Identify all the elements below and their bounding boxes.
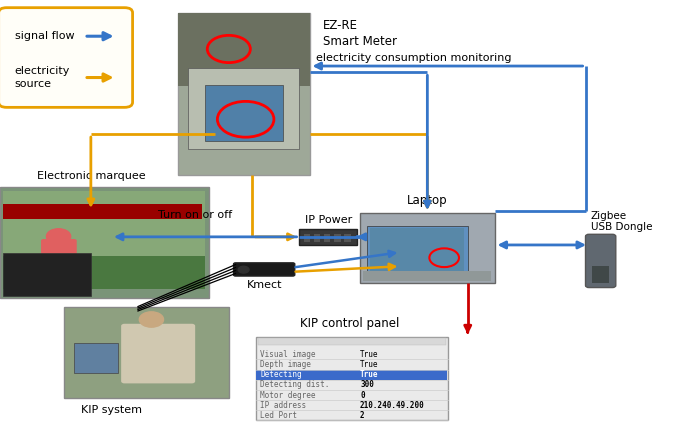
- FancyBboxPatch shape: [360, 213, 495, 283]
- FancyBboxPatch shape: [74, 343, 118, 373]
- Text: EZ-RE
Smart Meter: EZ-RE Smart Meter: [323, 19, 397, 48]
- FancyBboxPatch shape: [3, 253, 91, 296]
- Text: signal flow: signal flow: [15, 31, 75, 41]
- Circle shape: [139, 312, 164, 327]
- FancyBboxPatch shape: [304, 234, 310, 242]
- Text: 210.240.49.200: 210.240.49.200: [360, 401, 425, 410]
- FancyBboxPatch shape: [0, 187, 209, 298]
- Text: 2: 2: [360, 411, 365, 420]
- FancyBboxPatch shape: [121, 324, 195, 383]
- FancyBboxPatch shape: [178, 13, 310, 86]
- FancyBboxPatch shape: [324, 234, 330, 242]
- FancyBboxPatch shape: [334, 234, 341, 242]
- FancyBboxPatch shape: [367, 226, 468, 277]
- FancyBboxPatch shape: [41, 239, 77, 287]
- Text: 300: 300: [360, 380, 374, 389]
- FancyBboxPatch shape: [586, 234, 616, 288]
- FancyBboxPatch shape: [370, 228, 464, 275]
- Circle shape: [46, 229, 71, 244]
- Text: Depth image: Depth image: [260, 360, 312, 369]
- Text: electricity
source: electricity source: [15, 66, 70, 89]
- FancyBboxPatch shape: [256, 370, 447, 380]
- FancyBboxPatch shape: [0, 8, 133, 107]
- Text: KIP control panel: KIP control panel: [300, 317, 400, 330]
- FancyBboxPatch shape: [363, 271, 491, 281]
- FancyBboxPatch shape: [234, 263, 295, 276]
- Text: electricity consumption monitoring: electricity consumption monitoring: [316, 52, 511, 63]
- FancyBboxPatch shape: [3, 191, 205, 259]
- Circle shape: [238, 266, 249, 273]
- FancyBboxPatch shape: [299, 229, 357, 245]
- FancyBboxPatch shape: [3, 256, 205, 289]
- Text: Kmect: Kmect: [247, 280, 282, 290]
- Text: KIP system: KIP system: [81, 405, 142, 414]
- FancyBboxPatch shape: [205, 85, 283, 141]
- Text: Visual image: Visual image: [260, 350, 316, 359]
- FancyBboxPatch shape: [64, 307, 229, 398]
- Text: Zigbee
USB Dongle: Zigbee USB Dongle: [591, 210, 652, 232]
- FancyBboxPatch shape: [592, 266, 609, 283]
- Text: Electronic marquee: Electronic marquee: [37, 171, 145, 181]
- FancyBboxPatch shape: [258, 338, 446, 345]
- Text: Laptop: Laptop: [407, 193, 448, 207]
- Text: IP Power: IP Power: [305, 215, 352, 225]
- FancyBboxPatch shape: [314, 234, 320, 242]
- FancyBboxPatch shape: [3, 204, 202, 219]
- Text: True: True: [360, 350, 378, 359]
- FancyBboxPatch shape: [188, 68, 299, 149]
- FancyBboxPatch shape: [344, 234, 351, 242]
- FancyBboxPatch shape: [178, 13, 310, 175]
- Text: Led Port: Led Port: [260, 411, 297, 420]
- Text: IP address: IP address: [260, 401, 307, 410]
- Text: 0: 0: [360, 391, 365, 400]
- Text: Motor degree: Motor degree: [260, 391, 316, 400]
- Text: Detecting: Detecting: [260, 370, 302, 379]
- FancyBboxPatch shape: [256, 337, 448, 420]
- Text: Detecting dist.: Detecting dist.: [260, 380, 330, 389]
- Text: Turn on or off: Turn on or off: [158, 210, 232, 220]
- Text: True: True: [360, 360, 378, 369]
- Text: True: True: [360, 370, 378, 379]
